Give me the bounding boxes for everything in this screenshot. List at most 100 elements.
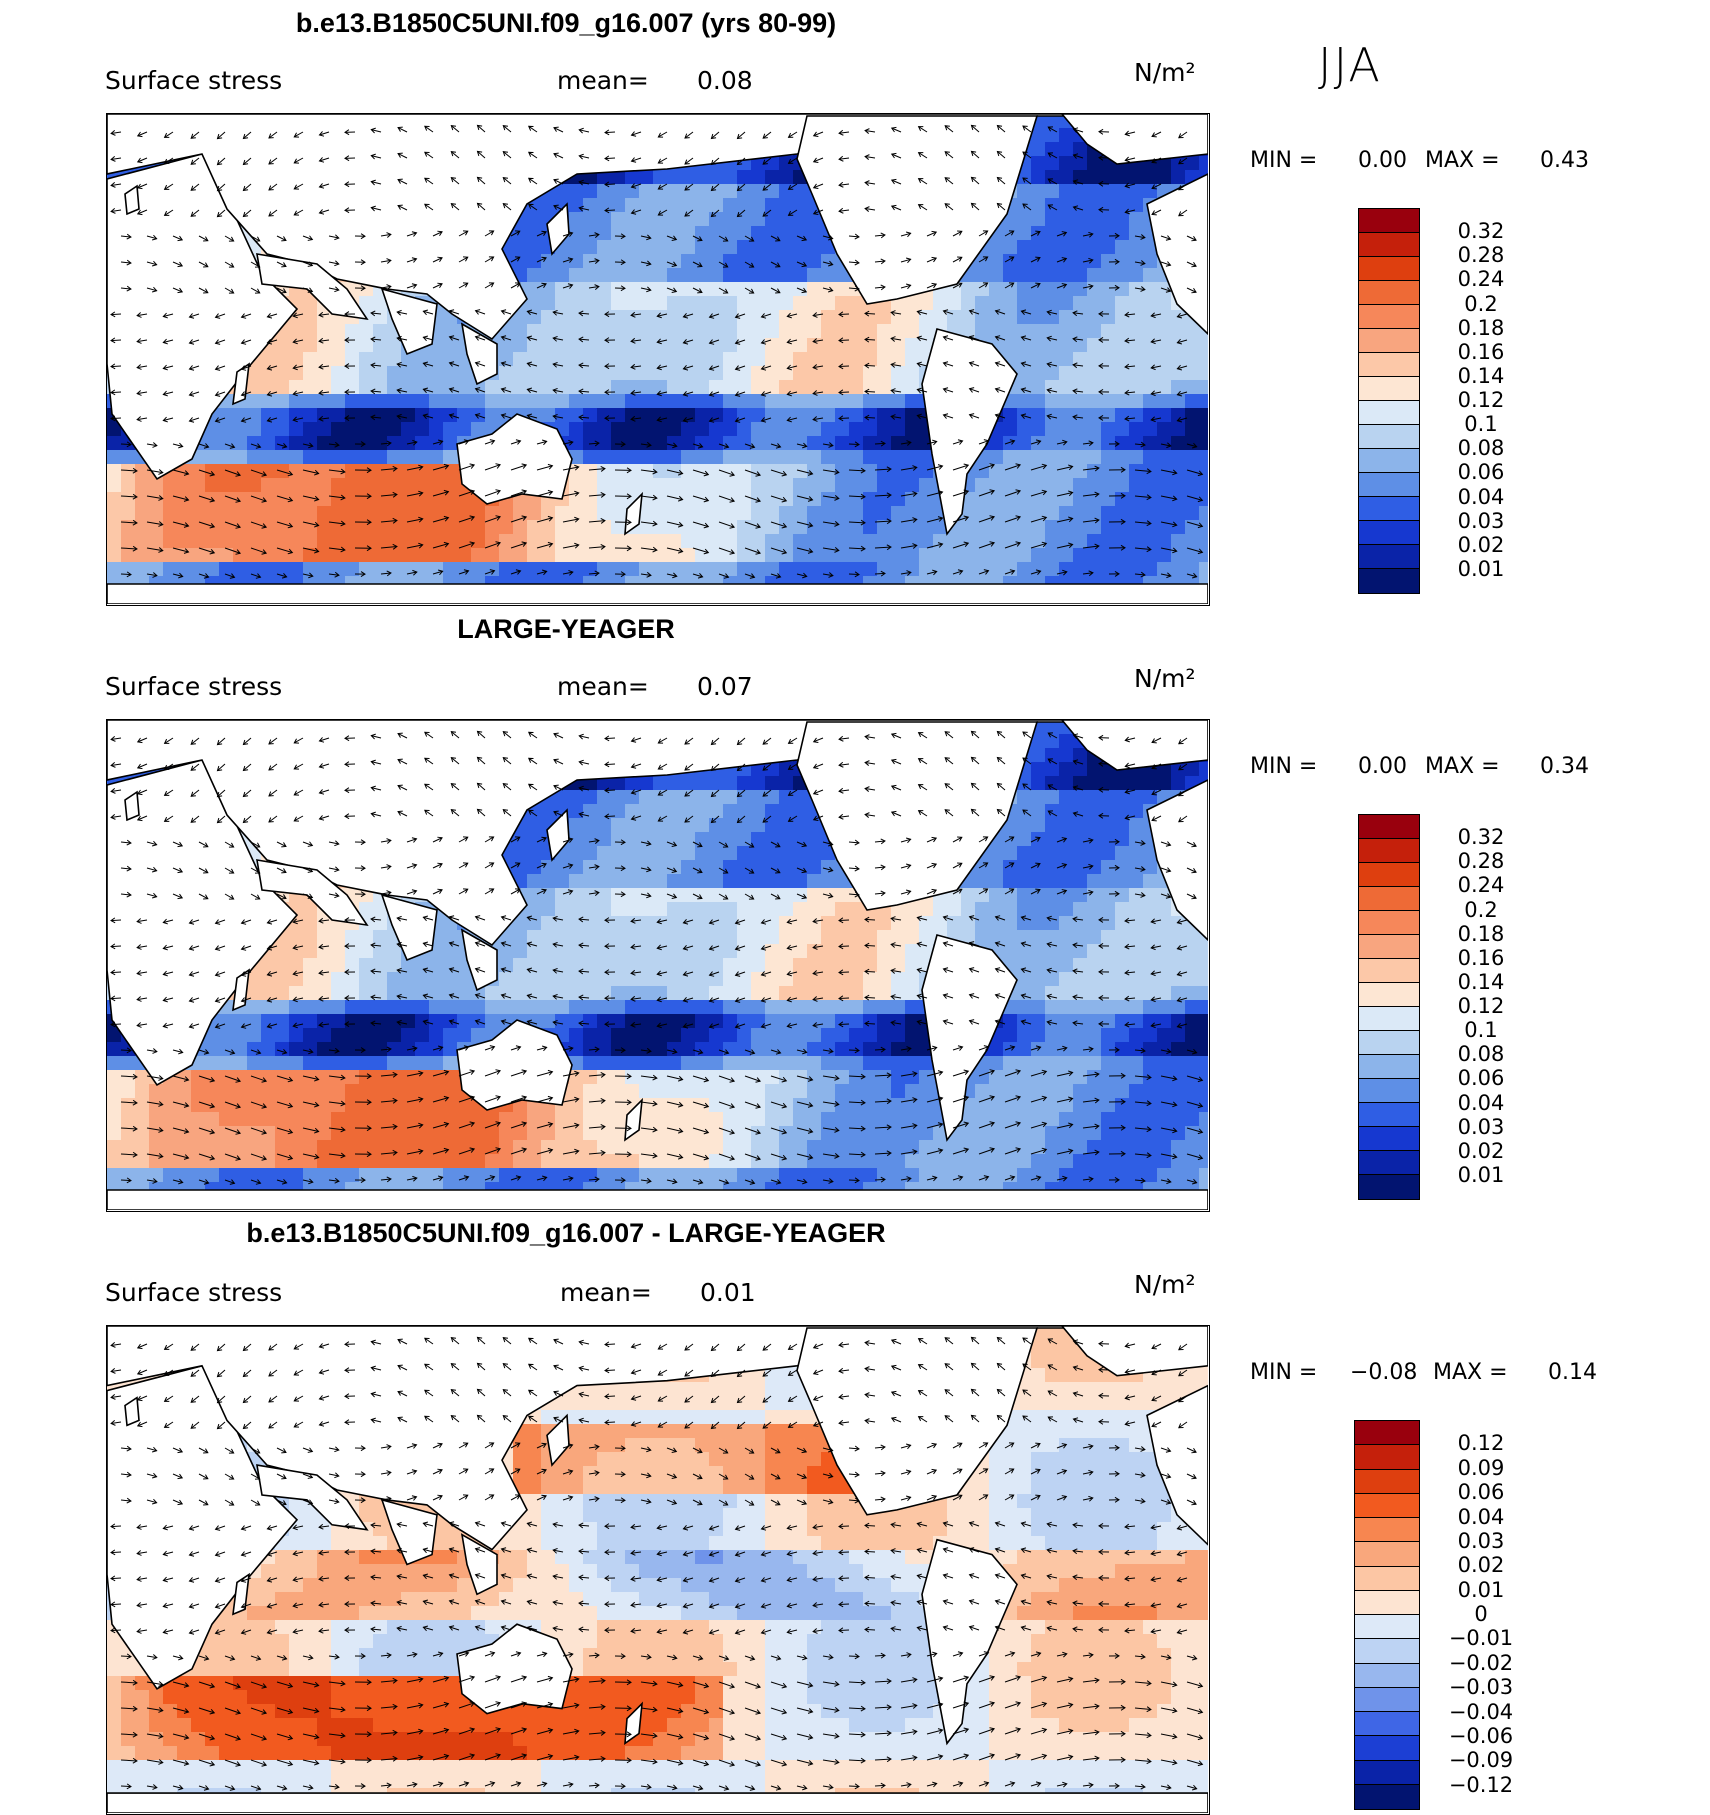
colorbar-swatch xyxy=(1359,863,1419,887)
season-label: JJA xyxy=(1318,38,1382,92)
panel-1-min-label: MIN = xyxy=(1250,148,1318,173)
colorbar-tick-label: 0.02 xyxy=(1457,1138,1505,1163)
coastline-n-america xyxy=(796,721,1039,911)
panel-2-min-label: MIN = xyxy=(1250,754,1318,779)
colorbar-swatch xyxy=(1359,1031,1419,1055)
panel-3-mean-label: mean= xyxy=(560,1278,652,1307)
colorbar-swatch xyxy=(1359,449,1419,473)
colorbar-tick-label: −0.01 xyxy=(1448,1626,1514,1651)
panel-2-title: LARGE-YEAGER xyxy=(457,614,675,644)
colorbar-swatch xyxy=(1359,839,1419,863)
coastline-s-america xyxy=(921,1538,1018,1746)
colorbar-tick-label: 0.02 xyxy=(1457,532,1505,557)
panel-2-min-value: 0.00 xyxy=(1358,754,1407,779)
coastline-nz xyxy=(624,1097,644,1142)
colorbar-swatch xyxy=(1359,497,1419,521)
panel-2-max-value: 0.34 xyxy=(1540,754,1589,779)
colorbar-swatch xyxy=(1359,305,1419,329)
stress-vectors xyxy=(110,124,1204,579)
coastline-n-america xyxy=(796,1327,1039,1516)
colorbar-tick-label: 0.24 xyxy=(1457,873,1505,898)
colorbar-swatch xyxy=(1355,1615,1419,1640)
colorbar-tick-label: −0.02 xyxy=(1448,1650,1514,1675)
colorbar-tick-label: 0.12 xyxy=(1457,994,1505,1018)
colorbar-swatch xyxy=(1359,257,1419,281)
panel-2-mean-label: mean= xyxy=(557,672,649,701)
colorbar-swatch xyxy=(1355,1663,1419,1688)
coastline-madagascar xyxy=(232,1572,250,1616)
colorbar-swatch xyxy=(1359,377,1419,401)
colorbar-tick-label: −0.06 xyxy=(1448,1723,1514,1748)
colorbar-tick-label: 0.01 xyxy=(1457,1577,1505,1602)
panel-3-colorbar xyxy=(1354,1420,1420,1810)
colorbar-tick-label: 0.18 xyxy=(1457,315,1505,340)
panel-3-units: N/m² xyxy=(1134,1270,1196,1299)
panel-1-map xyxy=(106,113,1210,606)
panel-2-map xyxy=(106,719,1210,1212)
panel-1-colorbar xyxy=(1358,208,1420,594)
colorbar-swatch xyxy=(1355,1736,1419,1761)
colorbar-tick-label: 0.09 xyxy=(1457,1455,1505,1480)
panel-1-units: N/m² xyxy=(1134,58,1196,87)
panel-3-map xyxy=(106,1325,1210,1815)
colorbar-swatch xyxy=(1355,1760,1419,1785)
coastline-greenland xyxy=(1060,720,1208,771)
colorbar-tick-label: 0.12 xyxy=(1457,388,1505,412)
colorbar-swatch xyxy=(1359,1007,1419,1031)
coastline-west-africa-edge xyxy=(1146,173,1208,336)
colorbar-swatch xyxy=(1359,1151,1419,1175)
colorbar-tick-label: 0.2 xyxy=(1464,897,1498,922)
panel-1-colorbar-ticks: 0.32 0.28 0.24 0.2 0.18 0.16 0.14 0.12 0.1 0.08 0.… xyxy=(1436,208,1526,594)
colorbar-tick-label: 0.01 xyxy=(1457,1162,1505,1187)
coastline-uk xyxy=(124,790,140,822)
panel-2-map-canvas xyxy=(107,720,1208,1210)
panel-2-max-label: MAX = xyxy=(1425,754,1500,779)
colorbar-swatch xyxy=(1359,1079,1419,1103)
colorbar-tick-label: −0.09 xyxy=(1448,1748,1514,1773)
colorbar-swatch xyxy=(1359,1055,1419,1079)
colorbar-swatch xyxy=(1355,1445,1419,1470)
colorbar-swatch xyxy=(1359,959,1419,983)
coastline-australia xyxy=(456,1019,573,1111)
panel-1-min-value: 0.00 xyxy=(1358,148,1407,173)
colorbar-swatch xyxy=(1359,815,1419,839)
colorbar-swatch xyxy=(1359,1175,1419,1199)
colorbar-tick-label: 0.08 xyxy=(1457,436,1505,461)
coastline-australia xyxy=(456,1623,573,1715)
colorbar-tick-label: 0.04 xyxy=(1457,1504,1505,1529)
panel-3-variable: Surface stress xyxy=(105,1278,283,1307)
coastline-japan xyxy=(546,1413,570,1467)
land-masses xyxy=(107,720,1208,1210)
colorbar-tick-label: 0.12 xyxy=(1457,1431,1505,1456)
colorbar-tick-label: 0.03 xyxy=(1457,1114,1505,1139)
coastline-indochina xyxy=(460,1533,498,1596)
colorbar-tick-label: 0.06 xyxy=(1457,460,1505,485)
coastline-india xyxy=(380,1498,438,1566)
panel-3-min-value: −0.08 xyxy=(1350,1360,1418,1385)
stress-vectors xyxy=(110,1336,1204,1791)
stress-vectors xyxy=(110,730,1204,1185)
colorbar-tick-label: 0.28 xyxy=(1457,849,1505,874)
colorbar-tick-label: 0.03 xyxy=(1457,1528,1505,1553)
colorbar-tick-label: 0.16 xyxy=(1457,339,1505,364)
panel-3-colorbar-ticks: 0.12 0.09 0.06 0.04 0.03 0.02 0.01 0 −0.01 −0.02−… xyxy=(1436,1420,1536,1810)
panel-3-max-label: MAX = xyxy=(1433,1360,1508,1385)
colorbar-swatch xyxy=(1359,425,1419,449)
colorbar-swatch xyxy=(1359,1103,1419,1127)
colorbar-swatch xyxy=(1355,1687,1419,1712)
panel-3-map-canvas xyxy=(107,1326,1208,1813)
colorbar-tick-label: 0.24 xyxy=(1457,267,1505,292)
colorbar-tick-label: 0.04 xyxy=(1457,1090,1505,1115)
colorbar-swatch xyxy=(1355,1518,1419,1543)
colorbar-tick-label: 0.28 xyxy=(1457,243,1505,268)
colorbar-swatch xyxy=(1355,1469,1419,1494)
colorbar-tick-label: 0.14 xyxy=(1457,363,1505,388)
panel-1-max-label: MAX = xyxy=(1425,148,1500,173)
colorbar-swatch xyxy=(1359,353,1419,377)
panel-1-variable: Surface stress xyxy=(105,66,283,95)
coastline-indochina xyxy=(460,322,498,386)
coastline-antarctica xyxy=(107,583,1208,604)
coastline-arabia-india xyxy=(256,253,369,321)
coastline-west-africa-edge xyxy=(1146,779,1208,942)
colorbar-tick-label: 0 xyxy=(1474,1602,1488,1626)
